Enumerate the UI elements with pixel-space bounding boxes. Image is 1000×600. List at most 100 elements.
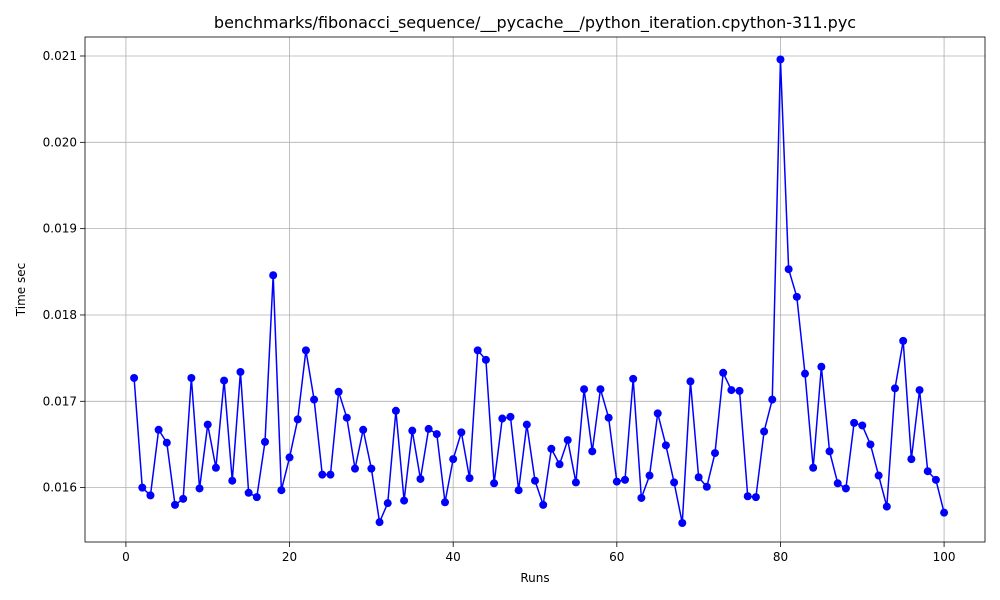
data-point [858,421,867,430]
data-point [195,484,204,493]
data-point [514,486,523,495]
data-point [367,464,376,473]
data-point [220,376,229,385]
data-point [571,478,580,487]
series-line [133,59,945,525]
data-point [661,441,670,450]
data-point [809,463,818,472]
data-point [882,502,891,511]
x-tick-label: 60 [609,550,624,564]
chart-title: benchmarks/fibonacci_sequence/__pycache_… [214,13,856,33]
data-point [563,436,572,445]
data-point [326,470,335,479]
data-point [522,420,531,429]
data-point [301,346,310,355]
data-point [841,484,850,493]
data-point [670,478,679,487]
data-point [727,386,736,395]
data-point [203,420,212,429]
data-point [751,493,760,502]
data-point [187,373,196,382]
data-point [228,476,237,485]
data-point [825,447,834,456]
data-point [874,471,883,480]
y-axis-label: Time sec [14,263,28,317]
data-point [236,367,245,376]
data-point [179,494,188,503]
plot-frame [84,36,986,543]
data-point [277,486,286,495]
data-point [285,453,294,462]
data-point [940,508,949,517]
data-point [784,265,793,274]
data-point [588,447,597,456]
data-point [391,406,400,415]
data-point [490,479,499,488]
data-point [432,430,441,439]
grid-lines [85,37,985,542]
y-tick-label: 0.020 [43,135,77,149]
data-point [915,386,924,395]
data-point [269,271,278,280]
x-tick-label: 0 [122,550,130,564]
data-point [678,519,687,528]
data-point [539,500,548,509]
series [130,55,949,528]
data-point [792,292,801,301]
data-point [424,424,433,433]
y-axis-ticks: 0.016 0.017 0.018 0.019 0.020 0.021 [43,49,85,495]
data-point [760,427,769,436]
x-tick-label: 80 [773,550,788,564]
data-point [293,415,302,424]
data-point [768,395,777,404]
x-axis-label: Runs [520,571,549,585]
data-point [449,455,458,464]
data-point [776,55,785,64]
data-point [408,426,417,435]
data-point [531,476,539,485]
data-point [138,483,147,492]
data-point [612,477,621,486]
data-point [334,387,343,396]
data-point [833,479,842,488]
data-point [351,464,359,473]
data-point [441,498,449,507]
data-point [457,428,466,437]
data-point [931,475,940,484]
data-point [359,425,368,434]
data-point [891,384,899,393]
data-point [465,474,474,483]
data-point [850,418,859,427]
x-tick-label: 20 [282,550,297,564]
y-tick-label: 0.017 [43,394,77,408]
data-point [154,425,163,434]
y-tick-label: 0.019 [43,222,77,236]
data-point [416,474,425,483]
data-point [310,395,319,404]
data-point [252,493,261,502]
data-point [866,440,875,449]
data-point [146,491,155,500]
data-point [130,373,139,382]
data-point [547,444,556,453]
data-point [400,496,409,505]
x-tick-label: 100 [933,550,956,564]
data-point [211,463,220,472]
data-point [481,355,490,364]
data-point [702,482,711,491]
data-point [318,470,327,479]
data-point [261,437,269,446]
data-point [743,492,752,501]
data-point [637,493,646,502]
data-point [735,386,744,395]
data-point [506,412,515,421]
data-point [686,377,695,386]
x-tick-label: 40 [446,550,461,564]
data-point [694,473,703,482]
data-point [498,414,507,423]
data-point [375,518,384,527]
data-point [555,460,564,469]
data-point [580,385,589,394]
y-tick-label: 0.018 [43,308,77,322]
